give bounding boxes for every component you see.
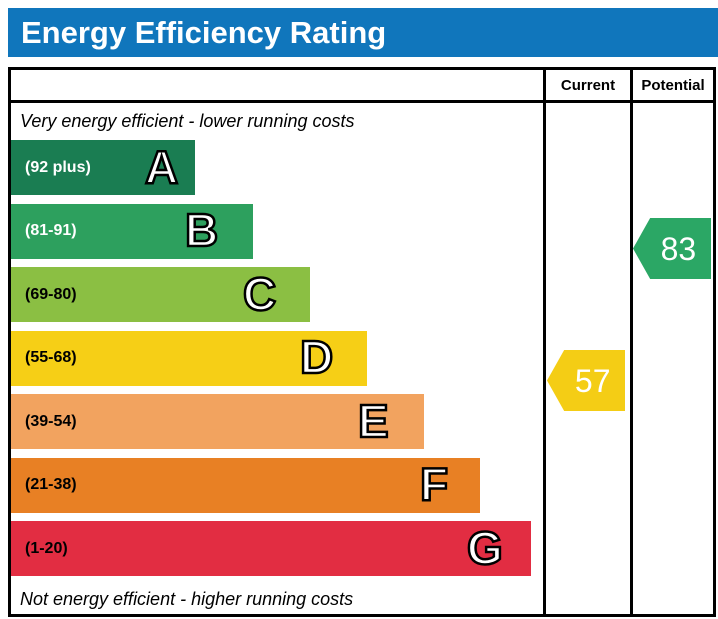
current-column: Current 57 (543, 70, 630, 614)
band-row-a: (92 plus) A (11, 140, 543, 195)
band-column-body: Very energy efficient - lower running co… (11, 103, 543, 614)
band-bar-b: (81-91) B (11, 203, 253, 259)
rating-table: Very energy efficient - lower running co… (8, 67, 716, 617)
band-bar-a: (92 plus) A (11, 140, 195, 195)
band-range-label: (81-91) (25, 222, 77, 239)
band-row-c: (69-80) C (11, 267, 543, 322)
current-rating-value: 57 (574, 362, 611, 399)
band-range-label: (39-54) (25, 412, 77, 430)
current-rating-arrow: 57 (547, 350, 625, 411)
band-range-label: (92 plus) (25, 158, 91, 176)
band-list: (92 plus) A (81-91) B (69-80) C (55-68) D (39-54… (11, 140, 543, 585)
band-bar-d: (55-68) D (11, 330, 367, 386)
bottom-note: Not energy efficient - higher running co… (20, 588, 354, 609)
band-bar-f: (21-38) F (11, 457, 480, 513)
band-row-f: (21-38) F (11, 457, 543, 513)
band-letter: G (466, 521, 504, 574)
band-row-e: (39-54) E (11, 394, 543, 449)
band-letter: C (242, 267, 278, 320)
band-letter: F (419, 458, 450, 511)
potential-rating-arrow: 83 (633, 218, 711, 279)
band-range-label: (55-68) (25, 349, 77, 366)
title-bar: Energy Efficiency Rating (8, 8, 718, 57)
band-letter: A (144, 140, 180, 193)
potential-column-body: 83 (633, 103, 713, 614)
band-range-label: (21-38) (25, 476, 77, 493)
band-letter: B (184, 204, 220, 257)
band-range-label: (69-80) (25, 285, 77, 303)
page-title: Energy Efficiency Rating (21, 14, 387, 50)
potential-column-header: Potential (633, 70, 713, 103)
band-letter: E (357, 394, 390, 447)
band-row-g: (1-20) G (11, 521, 543, 576)
band-range-label: (1-20) (25, 539, 68, 557)
band-letter: D (299, 331, 335, 384)
band-column-header (11, 70, 543, 103)
band-row-d: (55-68) D (11, 330, 543, 386)
band-bar-e: (39-54) E (11, 394, 424, 449)
current-column-header: Current (546, 70, 630, 103)
potential-rating-value: 83 (660, 230, 697, 267)
top-note: Very energy efficient - lower running co… (20, 111, 355, 131)
band-row-b: (81-91) B (11, 203, 543, 259)
band-bar-g: (1-20) G (11, 521, 531, 576)
potential-column: Potential 83 (630, 70, 713, 614)
band-column: Very energy efficient - lower running co… (11, 70, 543, 614)
current-column-body: 57 (546, 103, 630, 614)
band-bar-c: (69-80) C (11, 267, 310, 322)
